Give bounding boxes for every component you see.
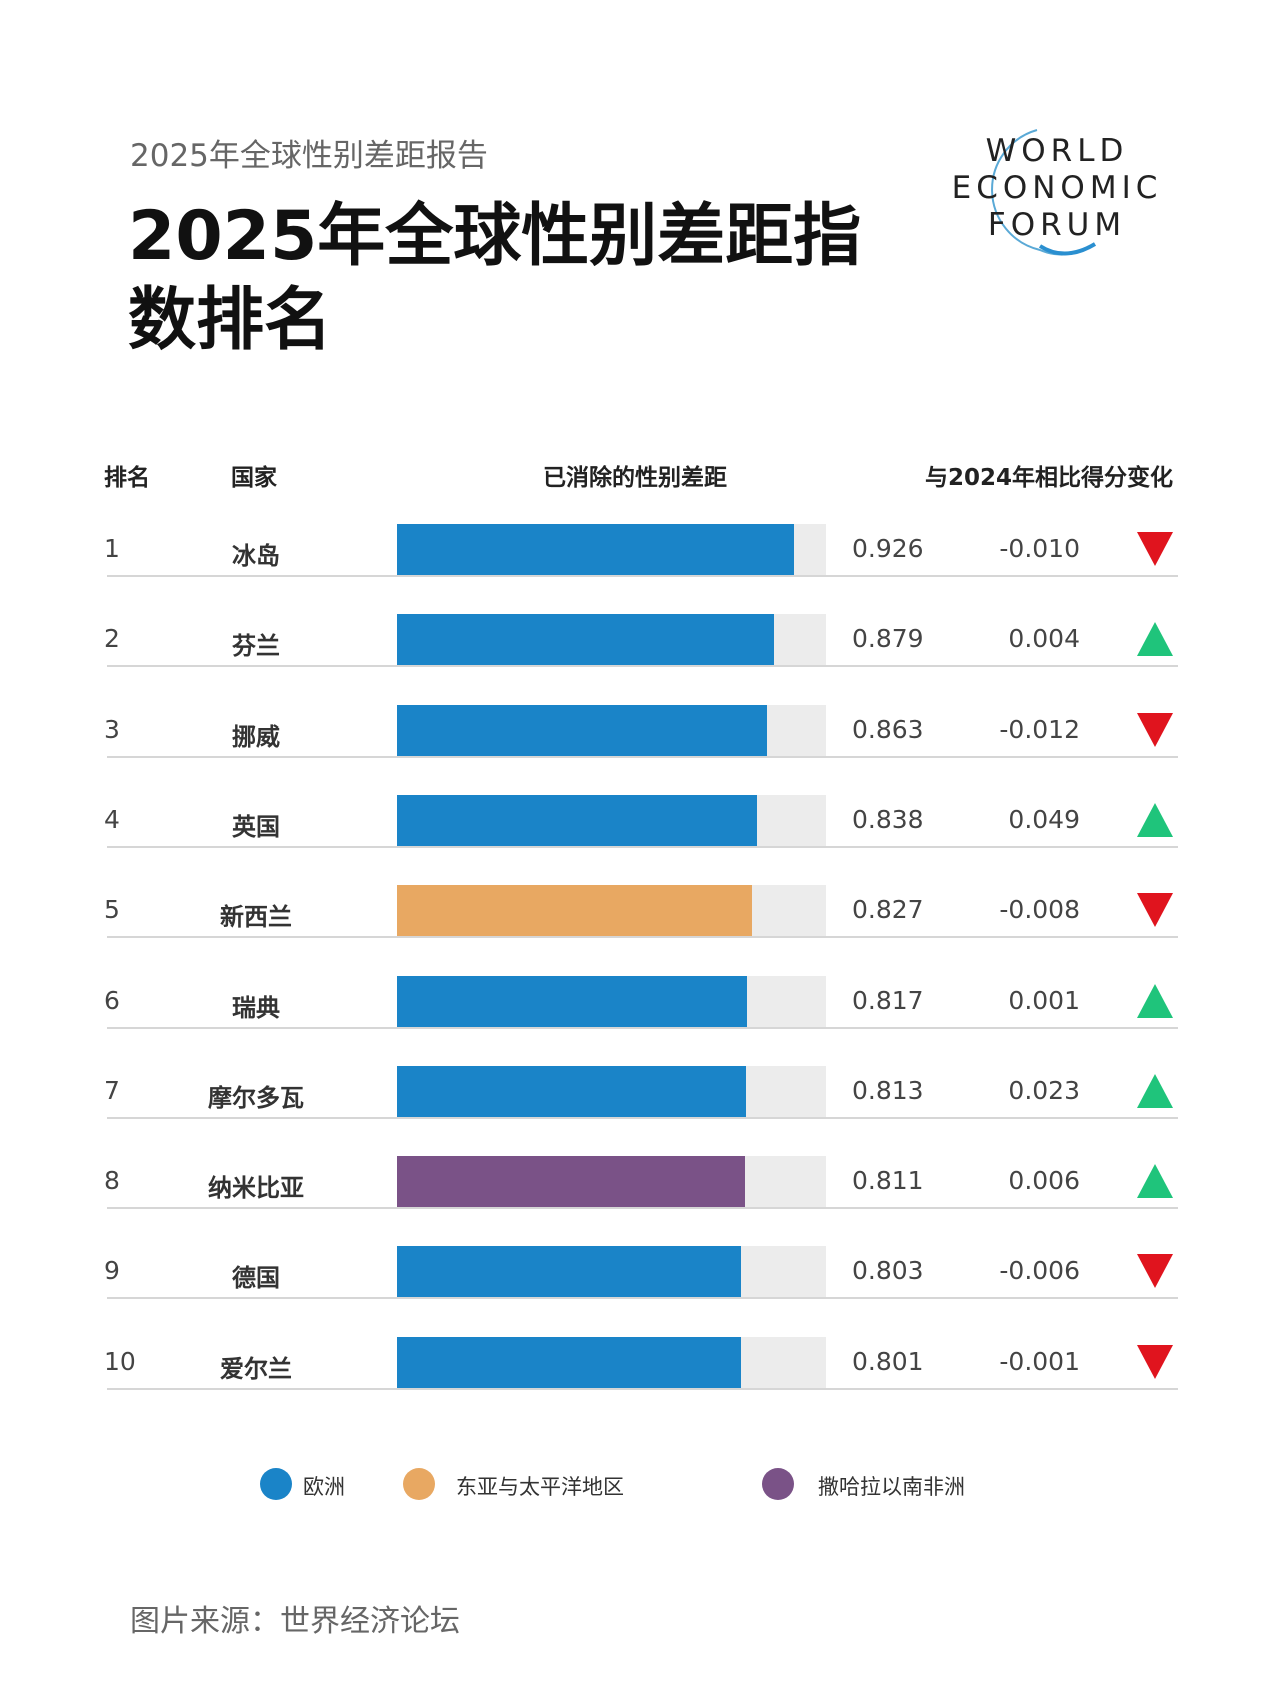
rank-label: 3 xyxy=(104,714,120,744)
value-label: 0.926 xyxy=(852,534,924,563)
up-triangle-icon xyxy=(1137,802,1173,837)
bar-9 xyxy=(397,1246,742,1298)
change-label: 0.004 xyxy=(1008,624,1080,654)
value-label: 0.827 xyxy=(852,895,924,925)
change-label: 0.023 xyxy=(1008,1075,1080,1105)
value-label: 0.803 xyxy=(852,1256,924,1286)
bar-1 xyxy=(397,524,795,575)
bar-4 xyxy=(397,794,757,846)
header-score-change: 与2024年相比得分变化 xyxy=(925,465,1174,491)
svg-text:WORLD: WORLD xyxy=(986,133,1129,169)
rank-label: 6 xyxy=(104,985,120,1015)
rank-label: 10 xyxy=(104,1346,136,1376)
country-label: 新西兰 xyxy=(220,903,292,932)
legend-label: 撒哈拉以南非洲 xyxy=(818,1475,965,1499)
svg-text:FORUM: FORUM xyxy=(988,207,1126,243)
value-label: 0.813 xyxy=(852,1075,924,1105)
page-title: 2025年全球性别差距指数排名 xyxy=(128,197,862,360)
country-label: 爱尔兰 xyxy=(220,1354,292,1383)
report-subtitle: 2025年全球性别差距报告 xyxy=(130,138,488,174)
value-label: 0.879 xyxy=(852,624,924,654)
up-triangle-icon xyxy=(1137,1073,1173,1108)
row-divider xyxy=(107,575,1178,577)
country-label: 纳米比亚 xyxy=(208,1174,304,1203)
change-label: -0.006 xyxy=(999,1256,1080,1286)
header-rank: 排名 xyxy=(104,465,150,491)
bar-6 xyxy=(397,975,748,1027)
down-triangle-icon xyxy=(1137,712,1173,747)
row-divider xyxy=(107,936,1178,939)
bar-3 xyxy=(397,704,768,756)
legend-swatch xyxy=(762,1468,794,1500)
row-divider xyxy=(107,665,1178,668)
country-label: 德国 xyxy=(232,1264,280,1293)
country-label: 芬兰 xyxy=(232,632,280,661)
rank-label: 7 xyxy=(104,1075,120,1105)
rank-label: 8 xyxy=(104,1166,120,1196)
legend-label: 东亚与太平洋地区 xyxy=(456,1475,624,1499)
bar-2 xyxy=(397,614,775,666)
bar-8 xyxy=(397,1156,745,1208)
header-gap-closed: 已消除的性别差距 xyxy=(543,465,727,491)
row-divider xyxy=(107,1026,1178,1029)
rank-label: 1 xyxy=(104,534,120,563)
country-label: 英国 xyxy=(232,812,280,841)
rank-label: 2 xyxy=(104,624,120,654)
value-label: 0.838 xyxy=(852,804,924,834)
country-label: 冰岛 xyxy=(232,542,280,570)
legend-swatch xyxy=(260,1468,292,1500)
row-divider xyxy=(107,1116,1178,1119)
legend-label: 欧洲 xyxy=(303,1475,345,1499)
country-label: 摩尔多瓦 xyxy=(208,1083,304,1112)
change-label: -0.008 xyxy=(999,895,1080,925)
down-triangle-icon xyxy=(1137,893,1173,928)
up-triangle-icon xyxy=(1137,622,1173,657)
row-divider xyxy=(107,845,1178,848)
value-label: 0.817 xyxy=(852,985,924,1015)
rank-label: 5 xyxy=(104,895,120,925)
change-label: 0.001 xyxy=(1008,985,1080,1015)
down-triangle-icon xyxy=(1137,532,1173,566)
value-label: 0.801 xyxy=(852,1346,924,1376)
down-triangle-icon xyxy=(1137,1254,1173,1289)
change-label: 0.006 xyxy=(1008,1166,1080,1196)
change-label: 0.049 xyxy=(1008,804,1080,834)
up-triangle-icon xyxy=(1137,983,1173,1018)
change-label: -0.012 xyxy=(999,714,1080,744)
bar-7 xyxy=(397,1065,746,1117)
legend-swatch xyxy=(403,1468,435,1500)
change-label: -0.001 xyxy=(999,1346,1080,1376)
country-label: 挪威 xyxy=(232,722,280,751)
wef-logo: WORLD ECONOMIC FORUM xyxy=(952,129,1163,256)
value-label: 0.811 xyxy=(852,1166,924,1196)
svg-text:ECONOMIC: ECONOMIC xyxy=(952,170,1163,206)
up-triangle-icon xyxy=(1137,1164,1173,1199)
bar-5 xyxy=(397,885,752,937)
row-divider xyxy=(107,1387,1178,1390)
value-label: 0.863 xyxy=(852,714,924,744)
bar-10 xyxy=(397,1336,741,1388)
rank-label: 9 xyxy=(104,1256,120,1286)
rank-label: 4 xyxy=(104,804,120,834)
row-divider xyxy=(107,1207,1178,1210)
source-note: 图片来源：世界经济论坛 xyxy=(130,1604,460,1639)
row-divider xyxy=(107,1297,1178,1300)
header-country: 国家 xyxy=(231,465,277,491)
down-triangle-icon xyxy=(1137,1344,1173,1379)
country-label: 瑞典 xyxy=(232,993,280,1022)
change-label: -0.010 xyxy=(999,534,1080,563)
row-divider xyxy=(107,755,1178,758)
